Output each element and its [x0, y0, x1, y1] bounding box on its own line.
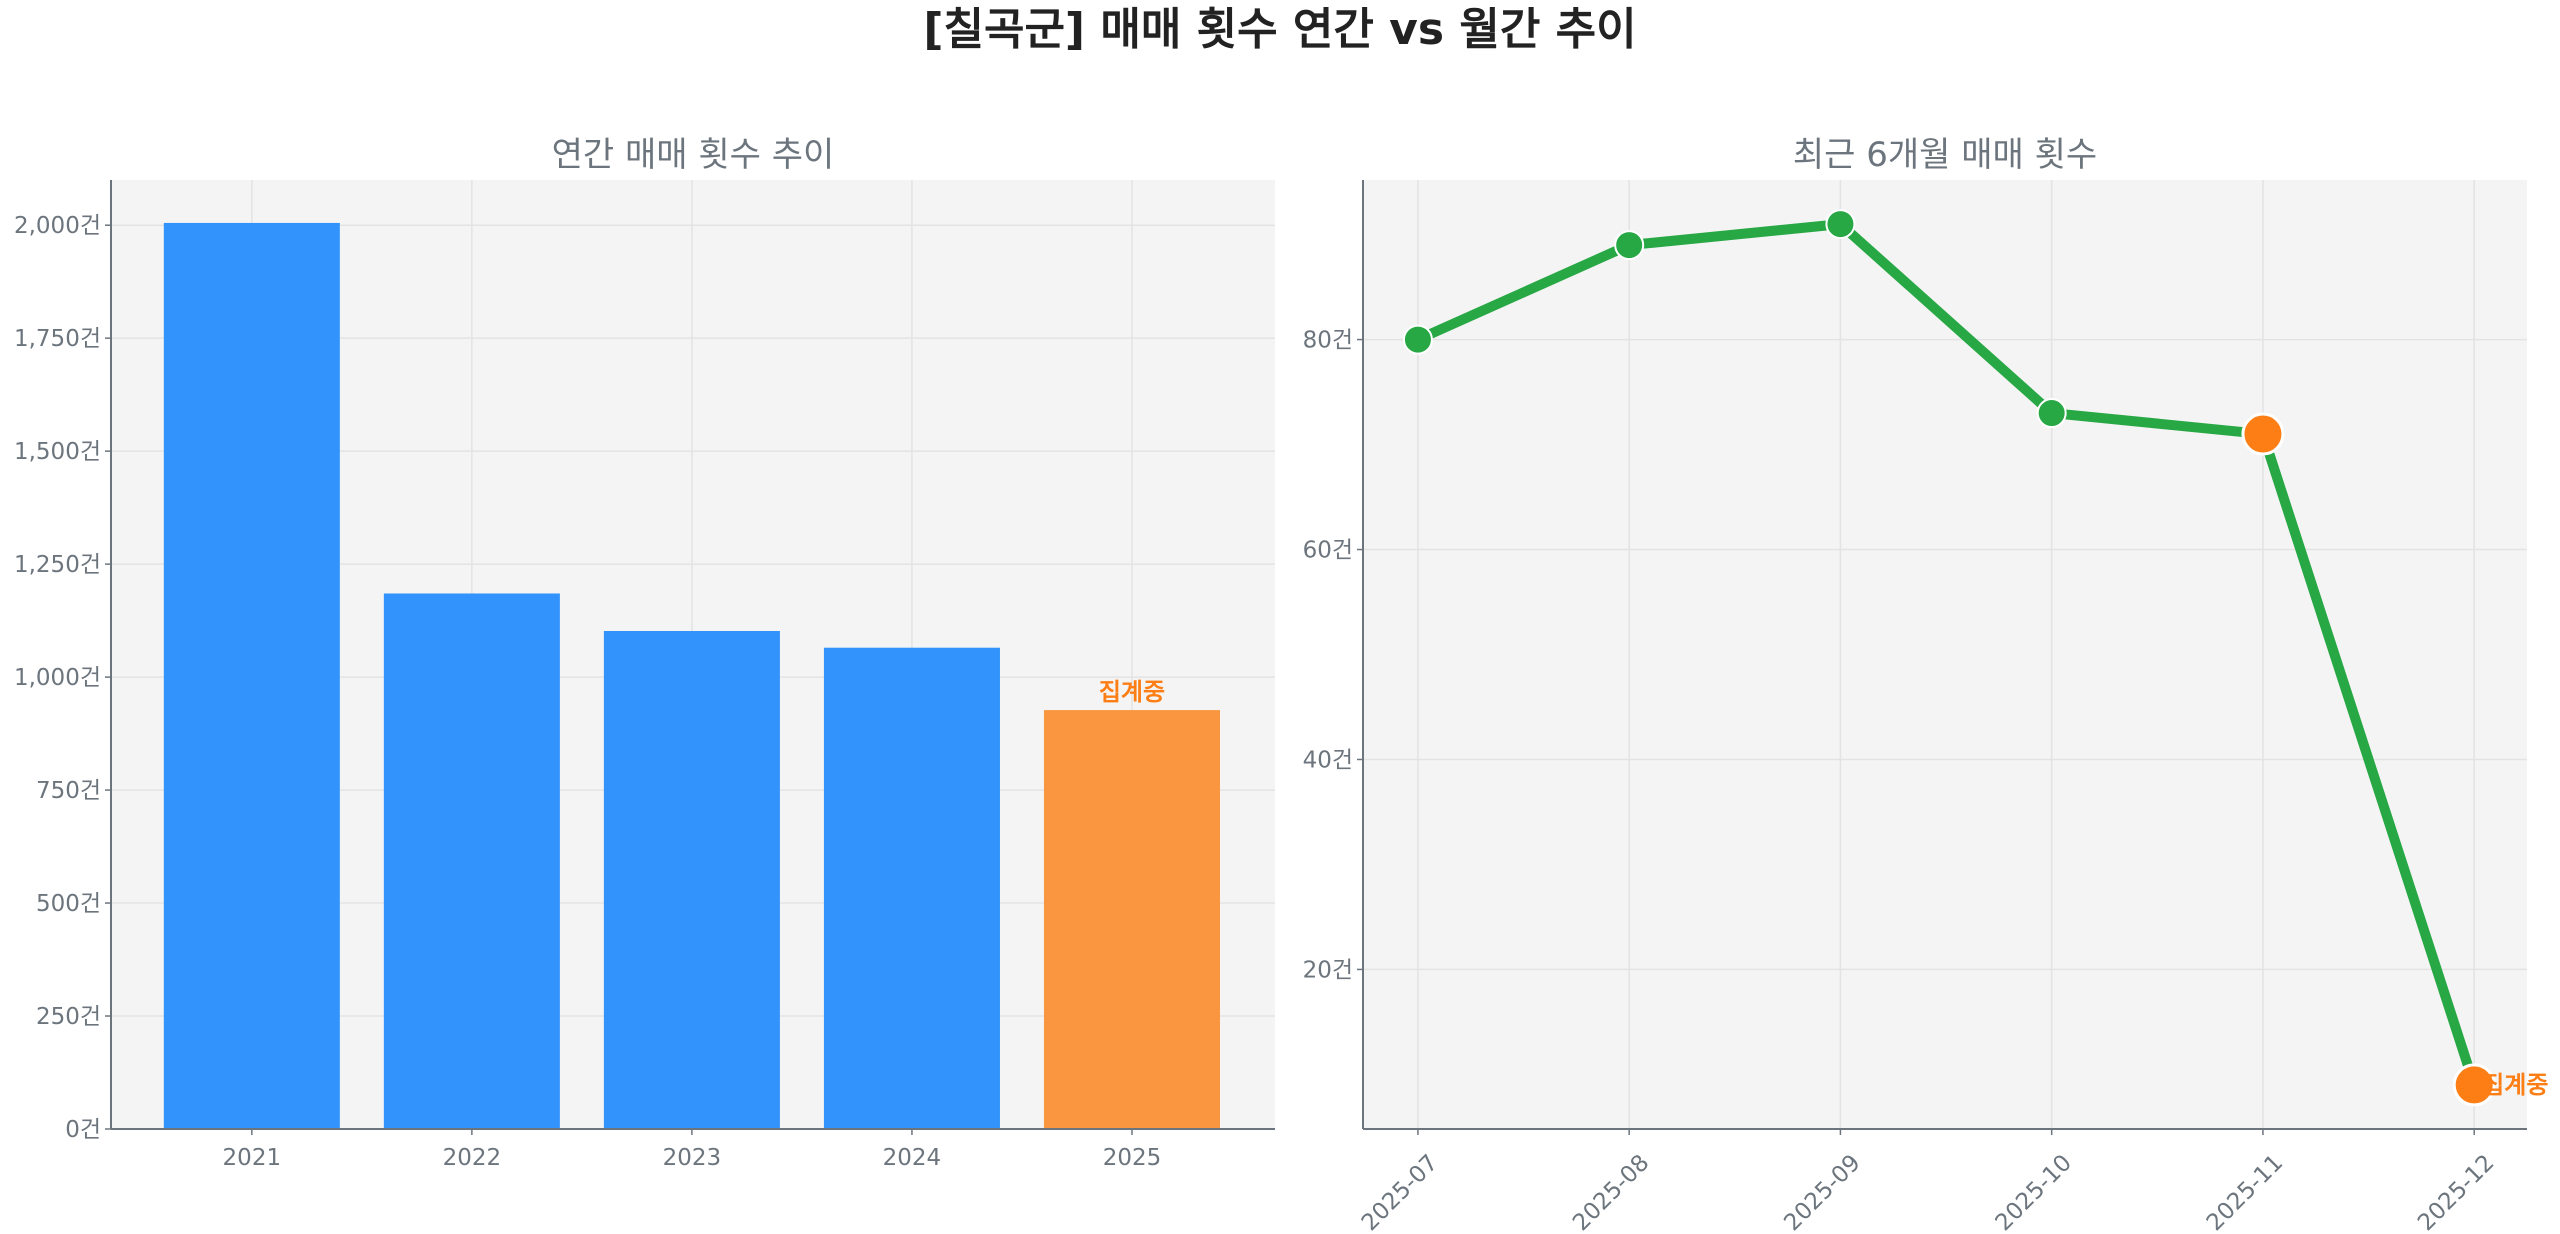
data-point-2025-11	[2241, 412, 2285, 456]
y-tick-label: 80건	[1303, 328, 1353, 354]
y-tick-label: 500건	[36, 891, 101, 917]
figure-title: [칠곡군] 매매 횟수 연간 vs 월간 추이	[923, 4, 1636, 55]
x-tick-label: 2025	[1103, 1145, 1162, 1171]
y-tick-label: 1,250건	[14, 552, 101, 578]
data-point-2025-08	[1614, 230, 1645, 261]
series-line	[1415, 219, 2479, 1087]
x-tick-label: 2025-12	[2413, 1150, 2499, 1234]
x-tick-label: 2021	[223, 1145, 282, 1171]
x-tick-label: 2025-09	[1779, 1150, 1865, 1234]
subplot-title: 최근 6개월 매매 횟수	[1793, 135, 2097, 175]
annual-bar-chart: 0건 250건 500건 750건 1,000건 1,250건 1,500건 1,750건 2,…	[14, 135, 1275, 1171]
bar-2025	[1043, 710, 1220, 1129]
subplot-title: 연간 매매 횟수 추이	[552, 135, 835, 175]
data-point-2025-10	[2036, 398, 2067, 429]
y-tick-label: 60건	[1303, 538, 1353, 564]
bar-2024	[823, 647, 1000, 1129]
y-tick-label: 750건	[36, 778, 101, 804]
y-tick-label: 1,500건	[14, 439, 101, 465]
y-tick-label: 250건	[36, 1004, 101, 1030]
x-tick-label: 2022	[443, 1145, 502, 1171]
annotation-label: 집계중	[1099, 678, 1165, 706]
data-point-2025-07	[1402, 324, 1433, 355]
x-tick-label: 2023	[663, 1145, 722, 1171]
y-tick-label: 0건	[65, 1117, 101, 1143]
x-tick-label: 2025-07	[1357, 1150, 1443, 1234]
monthly-line-chart: 20건 40건 60건 80건 최근 6개월 매매 횟수 2025-07 2025-08 20…	[1303, 135, 2549, 1234]
x-tick-label: 2025-10	[1991, 1150, 2077, 1234]
bar-2021	[163, 222, 340, 1129]
bar-2023	[603, 631, 780, 1129]
x-tick-label: 2025-08	[1568, 1150, 1654, 1234]
bar-2022	[383, 593, 560, 1129]
y-tick-label: 2,000건	[14, 213, 101, 239]
data-point-2025-12	[2452, 1063, 2496, 1107]
y-tick-label: 40건	[1303, 747, 1353, 773]
y-tick-label: 1,000건	[14, 665, 101, 691]
x-tick-label: 2025-11	[2202, 1150, 2288, 1234]
y-tick-label: 1,750건	[14, 326, 101, 352]
annotation-label: 집계중	[2482, 1071, 2548, 1099]
x-tick-label: 2024	[883, 1145, 942, 1171]
data-point-2025-09	[1825, 209, 1856, 240]
y-tick-label: 20건	[1303, 957, 1353, 983]
